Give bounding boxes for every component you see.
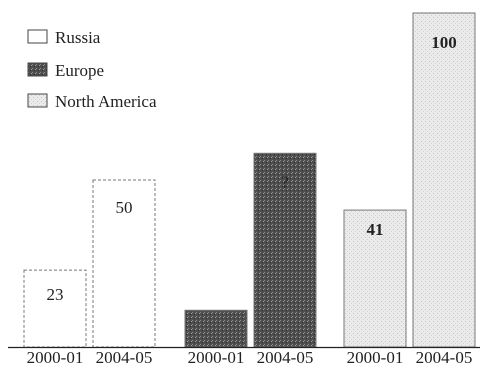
data-label-russia-2004-05: 50 (116, 198, 133, 217)
bar-russia-2004-05 (92, 179, 156, 348)
legend-label-russia: Russia (55, 28, 101, 47)
legend: Russia Europe North America (27, 28, 157, 111)
bar-russia-2000-01 (23, 269, 87, 348)
data-labels: 23 50? 41 100 (47, 33, 457, 304)
x-tick-europe-2000-01: 2000-01 (188, 348, 245, 367)
x-tick-labels: 2000-01 2004-05 2000-01 2004-05 2000-01 2004-… (27, 348, 473, 367)
legend-swatch-europe (27, 62, 48, 77)
bar-europe-2004-05 (253, 152, 317, 348)
legend-swatch-russia (27, 29, 48, 44)
bars (8, 12, 480, 349)
x-tick-russia-2000-01: 2000-01 (27, 348, 84, 367)
x-tick-russia-2004-05: 2004-05 (96, 348, 153, 367)
data-label-north-america-2004-05: 100 (431, 33, 457, 52)
legend-label-north-america: North America (55, 92, 157, 111)
data-label-north-america-2000-01: 41 (367, 220, 384, 239)
bar-europe-2000-01 (184, 309, 248, 348)
bar-north-america-2004-05 (412, 12, 476, 348)
x-tick-north-america-2000-01: 2000-01 (347, 348, 404, 367)
x-tick-north-america-2004-05: 2004-05 (416, 348, 473, 367)
bar-north-america-2000-01 (343, 209, 407, 348)
legend-swatch-north-america (27, 93, 48, 108)
legend-label-europe: Europe (55, 61, 104, 80)
x-tick-europe-2004-05: 2004-05 (257, 348, 314, 367)
data-label-europe-2004-05: ? (281, 172, 289, 191)
data-label-russia-2000-01: 23 (47, 285, 64, 304)
